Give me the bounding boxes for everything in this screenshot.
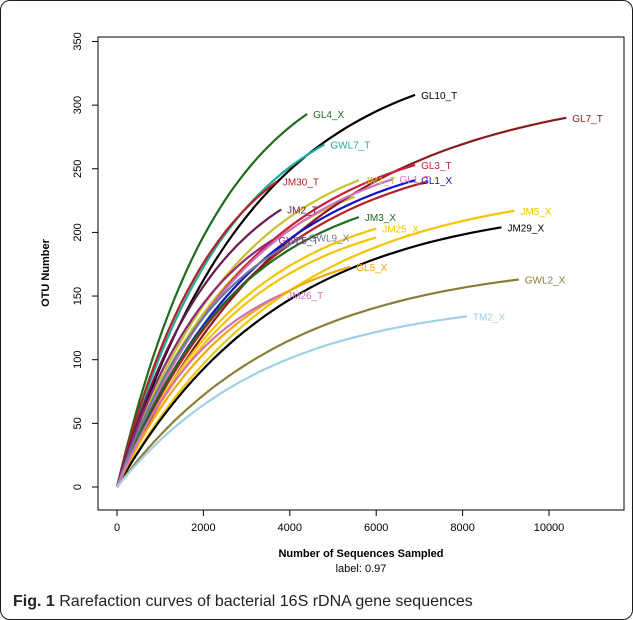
curves (115, 93, 567, 488)
x-tick-label-1: 2000 (191, 522, 215, 534)
x-tick-label-3: 6000 (364, 522, 388, 534)
label-jm2-t: JM2_T (287, 205, 318, 216)
label-gl1-t: GL1_T (399, 175, 430, 186)
x-axis: 0 2000 4000 6000 8000 10000 (114, 509, 565, 534)
y-axis-title: OTU Number (40, 238, 52, 307)
curve-jm30-t (115, 180, 278, 488)
label-gwl2-x: GWL2_X (525, 276, 566, 287)
rarefaction-chart: 0 2000 4000 6000 8000 10000 0 50 100 150 200 250 30… (40, 32, 625, 575)
label-jm30-t: JM30_T (283, 177, 319, 188)
figure-caption-label: Fig. 1 (13, 593, 55, 610)
curve-jm26-t (115, 293, 282, 488)
label-jm25-x: JM25_X (382, 225, 419, 236)
label-gwl7-t: GWL7_T (330, 141, 370, 152)
y-axis: 0 50 100 150 200 250 300 350 (72, 32, 99, 490)
label-jm29-x: JM29_X (507, 223, 544, 234)
y-tick-label-6: 300 (72, 96, 84, 114)
y-tick-label-5: 250 (72, 160, 84, 178)
label-jm5-x: JM5_X (520, 207, 551, 218)
x-tick-label-5: 10000 (534, 522, 565, 534)
curve-gl10-t (115, 93, 416, 488)
figure-caption: Fig. 1 Rarefaction curves of bacterial 1… (13, 593, 623, 611)
curve-tm2-x (116, 315, 468, 488)
y-tick-label-2: 100 (72, 351, 84, 369)
label-gl7-t: GL7_T (572, 114, 603, 125)
curve-gwl2-x (116, 278, 519, 488)
label-gl5-x: GL5_X (356, 263, 387, 274)
y-tick-label-0: 0 (72, 484, 84, 490)
label-gl1-x: GL1_X (421, 176, 452, 187)
x-tick-label-0: 0 (114, 522, 120, 534)
x-axis-sublabel: label: 0.97 (336, 563, 387, 575)
x-axis-title: Number of Sequences Sampled (278, 548, 443, 560)
curve-gwl9-x (115, 236, 304, 488)
figure-caption-text: Rarefaction curves of bacterial 16S rDNA… (59, 593, 473, 610)
curve-jm29-x (116, 226, 502, 488)
label-tm2-x: TM2_X (473, 312, 506, 323)
curve-gl5-x (115, 265, 351, 488)
y-tick-label-3: 150 (72, 287, 84, 305)
x-tick-label-2: 4000 (278, 522, 302, 534)
label-jm1-t: JM1_T (365, 176, 396, 187)
label-gl3-t: GL3_T (421, 161, 452, 172)
y-tick-label-7: 350 (72, 32, 84, 50)
label-jm3-x: JM3_X (365, 213, 396, 224)
label-gl4-x: GL4_X (313, 110, 344, 121)
label-jm26-t: JM26_T (287, 291, 323, 302)
label-gwl5-t: GWL5_T (279, 236, 319, 247)
y-tick-label-4: 200 (72, 223, 84, 241)
x-tick-label-4: 8000 (450, 522, 474, 534)
y-tick-label-1: 50 (72, 417, 84, 429)
label-gl10-t: GL10_T (421, 91, 457, 102)
label-gwl9-x: GWL9_X (309, 233, 350, 244)
